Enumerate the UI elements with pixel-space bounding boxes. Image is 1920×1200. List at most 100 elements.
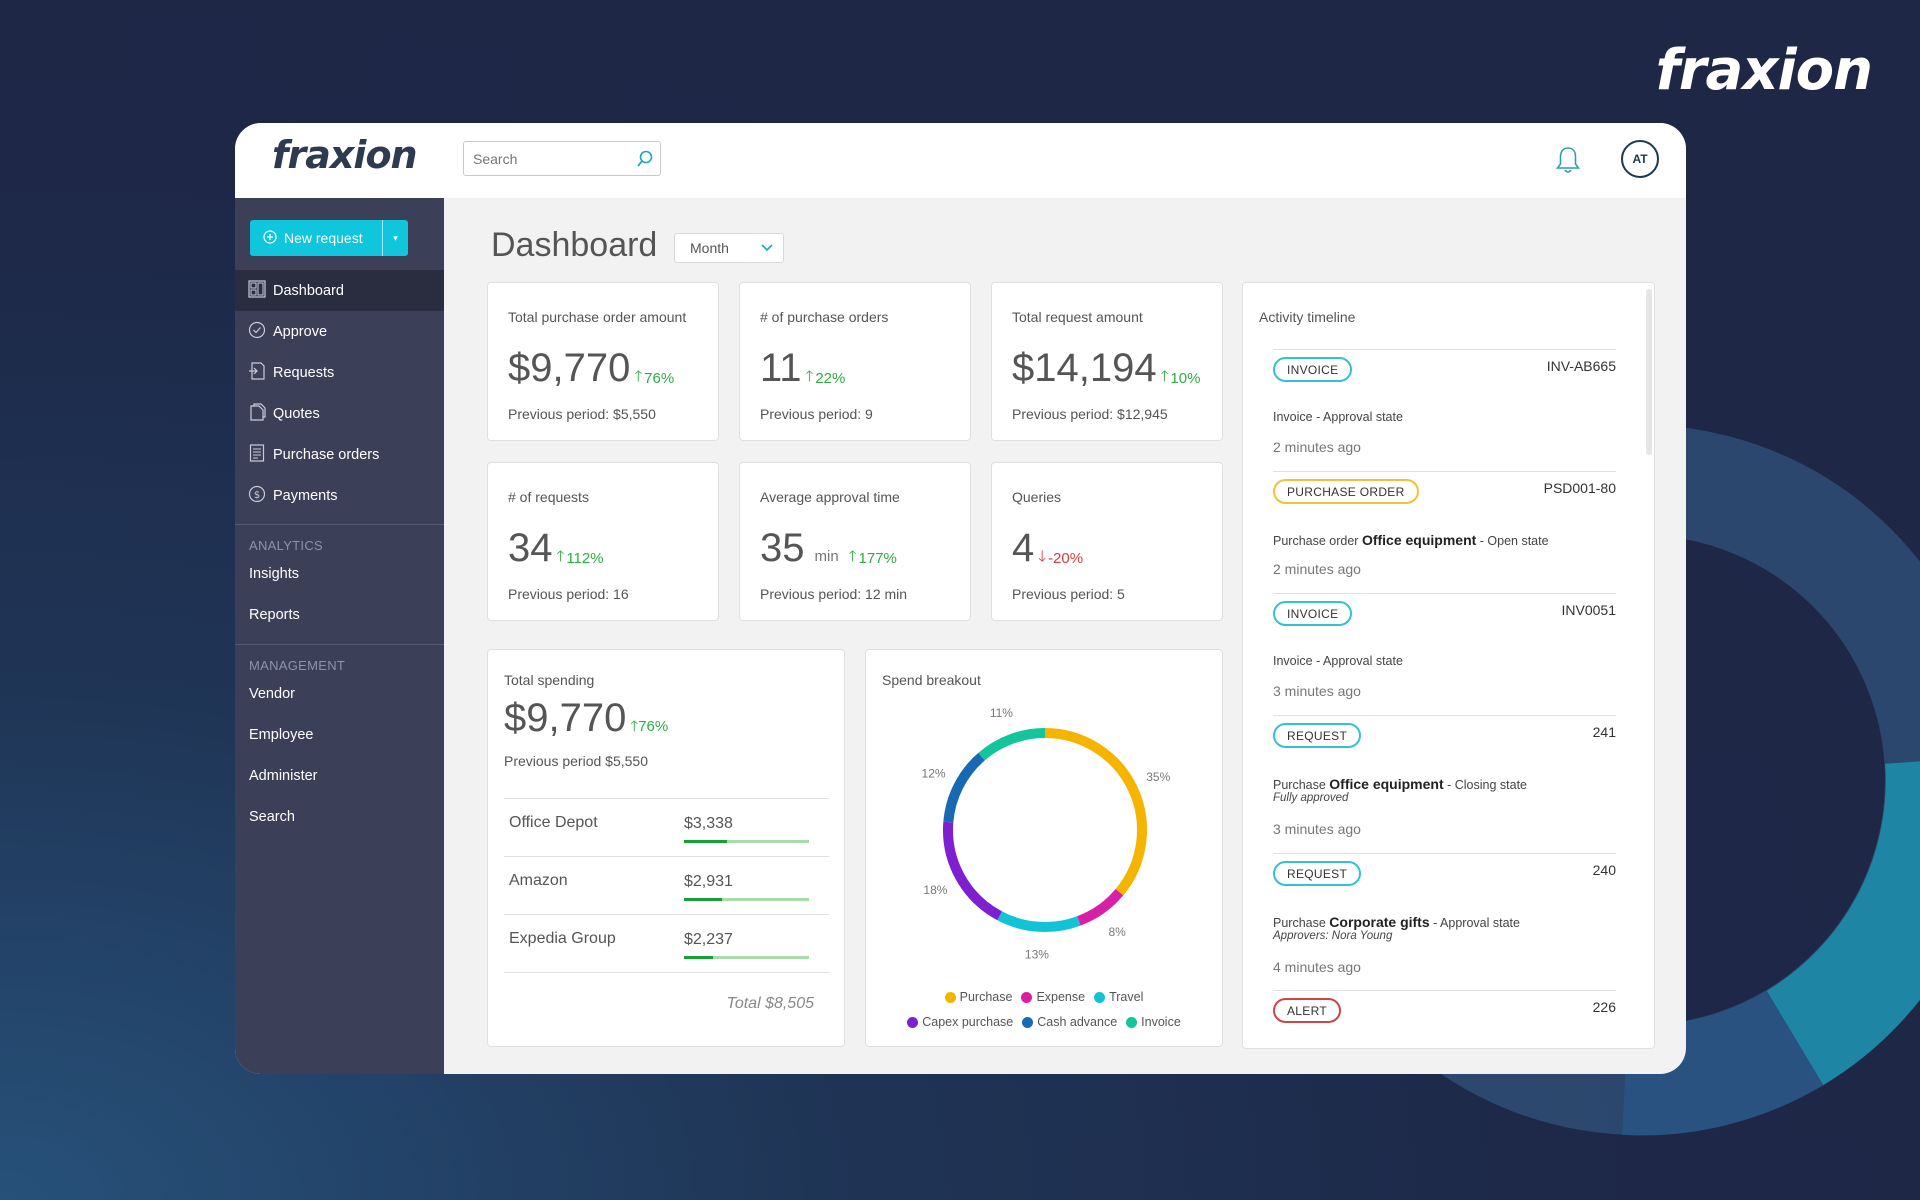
check-circle-icon [248,321,266,343]
vendor-name: Office Depot [509,814,598,831]
legend-dot [1021,991,1033,1003]
donut-slice-purchase[interactable] [1044,728,1147,896]
timeline-item[interactable]: INVOICE INV-AB665 Invoice - Approval sta… [1273,349,1616,471]
legend-item[interactable]: Invoice [1126,1015,1181,1029]
timeline-time: 3 minutes ago [1273,683,1361,699]
donut-slice-cash-advance[interactable] [943,752,985,823]
timeline-item[interactable]: ALERT 226 [1273,990,1616,1040]
chart-title: Spend breakout [882,672,981,688]
vendor-amount: $2,237 [684,931,733,948]
sidebar-item-search[interactable]: Search [249,808,295,825]
new-request-main[interactable]: New request [250,220,382,256]
card-title: Total spending [504,672,595,688]
legend-dot [944,991,956,1003]
app-window: fraxion AT New request ▾ [235,123,1686,1074]
dollar-icon: $ [248,485,266,507]
vendor-row[interactable]: Amazon $2,931 [504,856,829,914]
total-spending-delta: 🡑76% [630,716,668,741]
arrow-up-icon: 🡑 [630,718,639,735]
arrow-up-icon: 🡑 [848,548,857,565]
chart-legend-row-1: Purchase Expense Travel [866,990,1222,1004]
desc-prefix: Invoice [1273,410,1313,424]
main-content: Dashboard Month [444,198,1686,1074]
kpi-delta-value: 76% [644,370,675,387]
timeline-item[interactable]: REQUEST 240 Purchase Corporate gifts - A… [1273,853,1616,990]
legend-item[interactable]: Expense [1021,990,1085,1004]
desc-suffix: - Approval state [1312,410,1403,424]
kpi-card: Queries 4 🡓 -20% Previous period: 5 [991,462,1223,621]
sidebar-nav: Dashboard Approve Requests Quotes Purcha… [235,270,444,837]
kpi-number: $9,770 [508,346,631,390]
sidebar-item-approve[interactable]: Approve [235,311,444,352]
sidebar-item-label: Payments [273,487,338,504]
total-divider [504,972,829,973]
donut-slice-travel[interactable] [997,911,1081,932]
sidebar-item-requests[interactable]: Requests [235,352,444,393]
legend-item[interactable]: Purchase [944,990,1012,1004]
app-logo[interactable]: fraxion [272,133,418,177]
management-section-title: MANAGEMENT [249,658,346,673]
kpi-value: 34 🡑 112% [508,526,604,571]
sidebar-item-purchase-orders[interactable]: Purchase orders [235,434,444,475]
vendor-row[interactable]: Office Depot $3,338 [504,798,829,856]
vendor-name: Amazon [509,872,568,889]
search-icon[interactable] [636,150,654,173]
timeline-scrollbar[interactable] [1646,289,1652,455]
kpi-value: $14,194 🡑 10% [1012,346,1200,391]
donut-value-label: 35% [1146,770,1170,784]
timeline-item[interactable]: REQUEST 241 Purchase Office equipment - … [1273,715,1616,853]
sidebar-item-insights[interactable]: Insights [249,565,299,582]
donut-value-label: 8% [1108,925,1126,939]
kpi-card: Total request amount $14,194 🡑 10% Previo… [991,282,1223,441]
period-select[interactable]: Month [674,233,784,263]
donut-slice-capex-purchase[interactable] [943,821,1003,921]
kpi-number: 34 [508,526,553,570]
sidebar-item-vendor[interactable]: Vendor [249,685,295,702]
sidebar-item-payments[interactable]: $ Payments [235,475,444,516]
kpi-card: # of requests 34 🡑 112% Previous period: … [487,462,719,621]
sidebar-item-reports[interactable]: Reports [249,606,300,623]
sidebar-item-employee[interactable]: Employee [249,726,314,743]
legend-item[interactable]: Cash advance [1022,1015,1117,1029]
desc-prefix: Purchase order [1273,534,1362,548]
spend-breakout-donut: 35% 8% 13% 18% 12% 11% [922,706,1171,962]
kpi-unit: min [814,548,839,565]
new-request-dropdown-toggle[interactable]: ▾ [382,220,408,256]
total-spending-number: $9,770 [504,696,627,740]
sidebar-item-label: Quotes [273,405,320,422]
kpi-number: 4 [1012,526,1035,570]
kpi-delta-value: -20% [1048,550,1084,567]
timeline-time: 4 minutes ago [1273,959,1361,975]
donut-slice-expense[interactable] [1076,888,1124,926]
timeline-tag: REQUEST [1273,861,1362,886]
sidebar-item-dashboard[interactable]: Dashboard [235,270,444,311]
svg-text:$: $ [254,490,260,501]
vendor-row[interactable]: Expedia Group $2,237 [504,914,829,972]
vendor-share-fill [684,956,713,959]
kpi-delta: 🡑 112% [557,546,604,571]
bell-icon[interactable] [1555,145,1581,180]
kpi-number: $14,194 [1012,346,1157,390]
new-request-button[interactable]: New request ▾ [250,220,408,256]
arrow-up-icon: 🡑 [1160,368,1169,385]
legend-item[interactable]: Capex purchase [907,1015,1013,1029]
kpi-label: # of purchase orders [760,309,889,325]
kpi-card: Average approval time 35 min 🡑 177% Previ… [739,462,971,621]
legend-dot [907,1016,919,1028]
user-avatar[interactable]: AT [1621,140,1659,178]
legend-item[interactable]: Travel [1094,990,1143,1004]
sidebar-item-label: Requests [273,364,335,381]
donut-slice-invoice[interactable] [978,728,1046,761]
timeline-time: 3 minutes ago [1273,821,1361,837]
legend-dot [1022,1016,1034,1028]
sidebar-item-administer[interactable]: Administer [249,767,318,784]
sidebar-item-quotes[interactable]: Quotes [235,393,444,434]
period-select-value: Month [690,240,729,256]
search-input[interactable] [464,142,624,175]
kpi-delta: 🡓 -20% [1038,546,1083,571]
timeline-item[interactable]: INVOICE INV0051 Invoice - Approval state… [1273,593,1616,715]
kpi-value: $9,770 🡑 76% [508,346,674,391]
kpi-delta-value: 177% [858,550,897,567]
timeline-item[interactable]: PURCHASE ORDER PSD001-80 Purchase order … [1273,471,1616,593]
activity-timeline-card: Activity timeline INVOICE INV-AB665 Invo… [1242,282,1655,1049]
